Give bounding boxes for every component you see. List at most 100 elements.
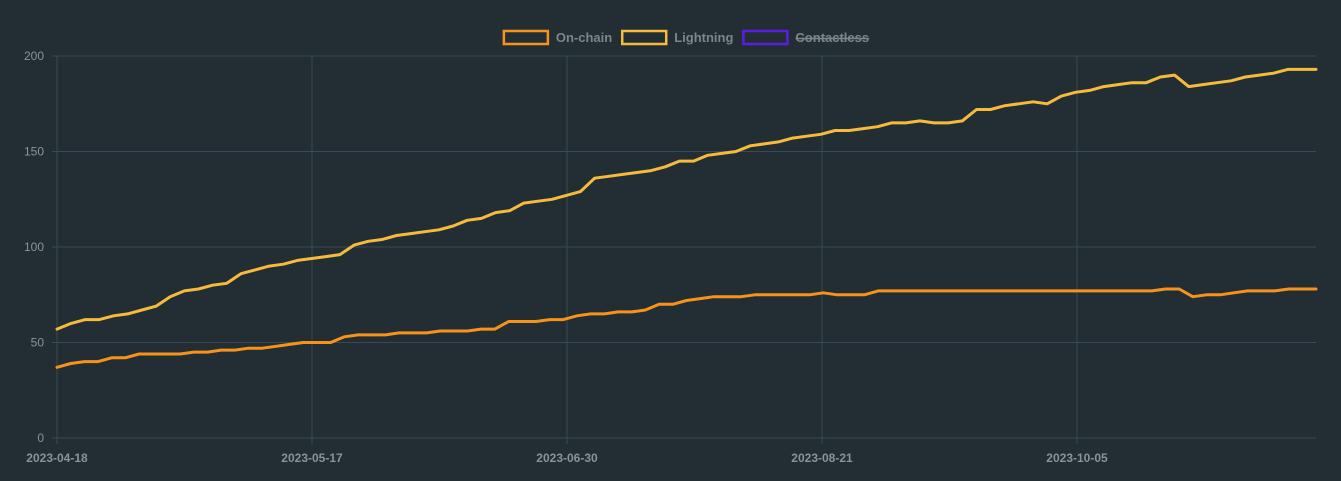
data-point	[508, 209, 511, 212]
data-point	[112, 314, 115, 317]
data-point	[603, 312, 606, 316]
data-point	[685, 299, 688, 302]
data-point	[890, 121, 893, 125]
data-point	[1000, 289, 1003, 293]
data-point	[1068, 289, 1071, 293]
data-point	[1095, 289, 1099, 293]
data-point	[575, 314, 579, 317]
y-tick-label: 200	[24, 49, 44, 63]
data-point	[507, 320, 510, 323]
data-point	[593, 177, 596, 180]
data-point	[192, 350, 195, 354]
data-point	[211, 284, 214, 287]
x-tick-label: 2023-06-30	[536, 451, 598, 465]
y-tick-label: 0	[37, 431, 44, 445]
legend-label: Lightning	[674, 30, 733, 45]
data-point	[635, 171, 639, 174]
data-point	[671, 303, 674, 306]
data-point	[1191, 295, 1195, 298]
data-point	[536, 200, 540, 203]
data-point	[480, 217, 483, 220]
data-point	[1173, 73, 1176, 77]
data-point	[124, 356, 127, 359]
legend-swatch	[620, 29, 668, 46]
data-point	[961, 119, 964, 123]
data-point	[439, 329, 442, 333]
data-point	[862, 127, 865, 130]
data-point	[1273, 289, 1277, 293]
data-point	[740, 295, 743, 298]
data-point	[247, 347, 250, 350]
data-point	[288, 343, 291, 346]
data-point	[904, 121, 907, 125]
data-point	[1244, 75, 1247, 79]
data-point	[296, 259, 299, 262]
data-point	[931, 289, 934, 293]
legend-item-lightning[interactable]: Lightning	[620, 29, 733, 46]
data-point	[986, 289, 989, 293]
data-point	[972, 289, 976, 293]
data-point	[1102, 85, 1106, 88]
data-point	[352, 243, 356, 247]
data-point	[1272, 72, 1275, 75]
data-point	[1041, 289, 1044, 293]
data-point	[616, 310, 620, 314]
data-point	[1082, 289, 1085, 293]
legend-item-contactless[interactable]: Contactless	[742, 29, 870, 46]
data-point	[466, 219, 469, 222]
data-point	[1314, 68, 1318, 71]
data-point	[370, 333, 373, 337]
data-point	[848, 129, 851, 132]
data-point	[1145, 81, 1148, 84]
legend-item-on-chain[interactable]: On-chain	[502, 29, 612, 46]
data-point	[579, 190, 582, 193]
data-point	[1232, 291, 1236, 294]
data-point	[1074, 91, 1077, 94]
data-point	[1246, 289, 1249, 293]
data-point	[822, 291, 825, 294]
data-point	[734, 150, 738, 153]
data-point	[706, 154, 709, 157]
y-tick-label: 150	[24, 145, 44, 159]
data-point	[329, 341, 332, 344]
data-point	[324, 255, 327, 258]
data-point	[197, 287, 200, 291]
data-point	[1017, 102, 1021, 106]
data-point	[1215, 81, 1219, 84]
data-point	[397, 331, 401, 335]
data-point	[381, 238, 384, 241]
data-point	[126, 312, 129, 316]
data-point	[1088, 89, 1091, 92]
data-point	[932, 121, 936, 125]
data-point	[1164, 287, 1167, 291]
data-point	[151, 352, 154, 356]
data-point	[904, 289, 907, 293]
x-tick-label: 2023-05-17	[281, 451, 343, 465]
data-point	[1258, 73, 1261, 77]
data-point	[169, 295, 172, 298]
data-point	[945, 289, 948, 293]
data-point	[959, 289, 962, 293]
data-point	[1003, 104, 1006, 107]
data-point	[1178, 287, 1181, 291]
data-point	[975, 108, 978, 111]
data-point	[644, 308, 647, 312]
data-point	[1031, 100, 1035, 104]
legend-swatch	[742, 29, 789, 46]
data-point	[1054, 289, 1058, 293]
y-tick-label: 50	[31, 336, 45, 350]
data-point	[678, 159, 681, 163]
data-point	[794, 293, 798, 296]
data-point	[282, 263, 285, 266]
data-point	[562, 318, 565, 321]
data-point	[98, 318, 101, 321]
legend-swatch	[502, 29, 550, 46]
data-point	[1301, 287, 1304, 291]
data-point	[154, 305, 158, 308]
data-point	[835, 293, 839, 296]
data-point	[1229, 79, 1233, 83]
data-point	[451, 224, 455, 228]
data-point	[480, 327, 483, 331]
